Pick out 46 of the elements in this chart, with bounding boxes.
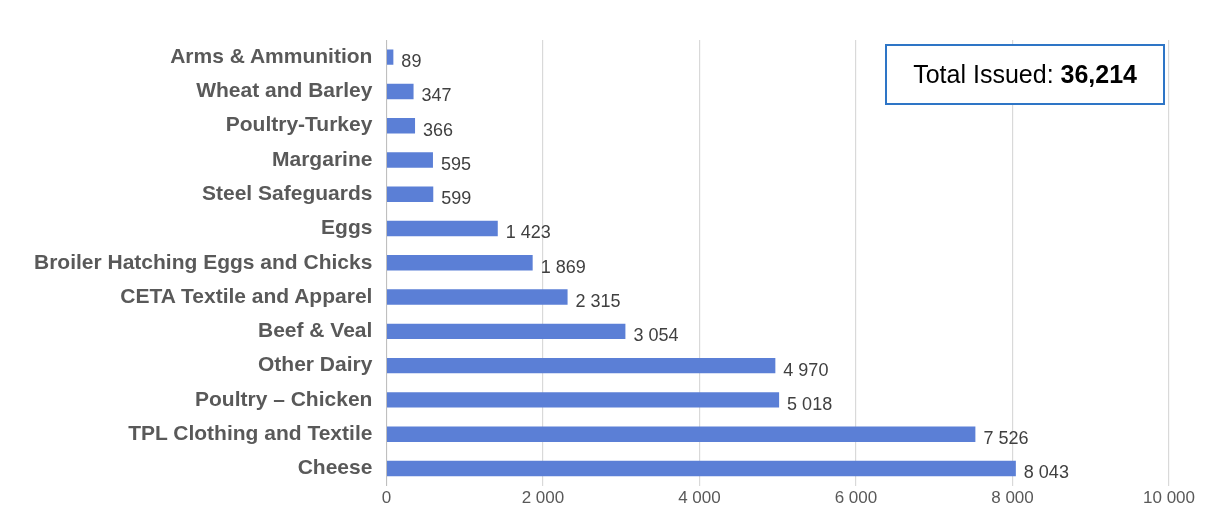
data-label: 8 043: [1023, 462, 1069, 483]
bar: [387, 289, 568, 305]
annotation: Total Issued: 36,214: [885, 44, 1165, 105]
y-tick-label: Beef & Veal: [257, 318, 373, 342]
bar: [387, 255, 533, 271]
bar: [387, 186, 434, 202]
y-tick-label: Cheese: [297, 455, 373, 479]
bar: [387, 426, 976, 442]
y-tick-label: Wheat and Barley: [196, 78, 373, 102]
y-tick-label: TPL Clothing and Textile: [128, 420, 373, 444]
data-label: 2 315: [575, 291, 621, 312]
bar: [387, 152, 433, 168]
data-label: 89: [401, 51, 422, 72]
y-tick-label: Eggs: [321, 215, 373, 239]
x-tick-label: 0: [381, 488, 392, 508]
y-tick-label: Poultry – Chicken: [195, 386, 373, 410]
data-label: 4 970: [783, 359, 829, 380]
data-label: 3 054: [633, 325, 679, 346]
y-tick-label: Poultry-Turkey: [225, 112, 373, 136]
x-tick-label: 8 000: [991, 488, 1034, 508]
data-label: 1 423: [505, 222, 551, 243]
bar: [387, 460, 1016, 477]
data-label: 366: [423, 119, 454, 140]
data-label: 7 526: [983, 428, 1029, 449]
y-tick-label: Arms & Ammunition: [170, 43, 373, 67]
data-label: 5 018: [787, 393, 833, 414]
bar: [387, 83, 414, 100]
bar: [387, 357, 776, 374]
x-tick-label: 2 000: [521, 488, 565, 508]
data-label: 347: [421, 85, 452, 106]
bar: [387, 392, 780, 408]
x-tick-label: 6 000: [834, 488, 878, 508]
data-label: 599: [441, 188, 472, 209]
y-tick-label: Broiler Hatching Eggs and Chicks: [33, 249, 373, 273]
bar: [387, 117, 416, 134]
bar: [387, 220, 498, 237]
y-tick-label: Other Dairy: [258, 352, 373, 376]
x-tick-label: 10 000: [1143, 488, 1195, 508]
data-label: 595: [440, 153, 472, 174]
bar: [387, 49, 394, 65]
bar: [387, 323, 626, 340]
x-tick-label: 4 000: [678, 488, 721, 508]
y-tick-label: Margarine: [272, 146, 373, 170]
y-tick-label: Steel Safeguards: [201, 181, 373, 205]
y-tick-label: CETA Textile and Apparel: [120, 283, 373, 307]
data-label: 1 869: [540, 256, 586, 277]
